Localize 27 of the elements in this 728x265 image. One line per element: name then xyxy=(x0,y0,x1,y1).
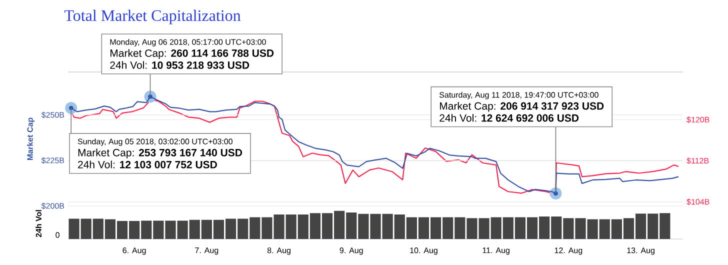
x-tick-label: 7. Aug xyxy=(195,248,218,255)
annotation: Saturday, Aug 11 2018, 19:47:00 UTC+03:00 xyxy=(439,92,598,100)
annotation: Sunday, Aug 05 2018, 03:02:00 UTC+03:00 xyxy=(78,138,232,146)
y-tick-label: $250B xyxy=(41,112,64,118)
y2-tick-label: $112B xyxy=(686,158,709,164)
annotation: 24h Vol: 12 624 692 006 USD xyxy=(440,114,579,122)
y-axis-title: 24h Vol xyxy=(36,210,42,238)
x-tick-label: 12. Aug xyxy=(554,248,582,255)
annotation: 24h Vol: 10 953 218 933 USD xyxy=(110,61,250,69)
x-tick-label: 11. Aug xyxy=(482,248,510,255)
annotation: Market Cap: 253 793 167 140 USD xyxy=(78,148,242,158)
y-tick-label: $200B xyxy=(41,202,64,210)
text: Market Cap: 260 114 166 788 USD xyxy=(110,49,274,59)
y-axis-title: Market Cap xyxy=(27,118,34,160)
x-tick-label: 13. Aug xyxy=(627,248,654,255)
y2-tick-label: $120B xyxy=(686,116,710,123)
x-tick-label: 8. Aug xyxy=(267,248,290,255)
y-tick-label: $225B xyxy=(41,157,64,164)
x-tick-label: 6. Aug xyxy=(122,248,146,255)
x-tick-label: 10. Aug xyxy=(410,248,438,255)
text: 0 xyxy=(56,232,60,238)
annotation: 24h Vol: 12 103 007 752 USD xyxy=(78,160,217,168)
x-tick-label: 9. Aug xyxy=(340,248,363,255)
chart-title: Total Market Capitalization xyxy=(64,10,241,24)
y2-tick-label: $104B xyxy=(686,198,710,206)
annotation: Market Cap: 206 914 317 923 USD xyxy=(440,102,604,112)
text: Monday, Aug 06 2018, 05:17:00 UTC+03:00 xyxy=(110,38,266,46)
